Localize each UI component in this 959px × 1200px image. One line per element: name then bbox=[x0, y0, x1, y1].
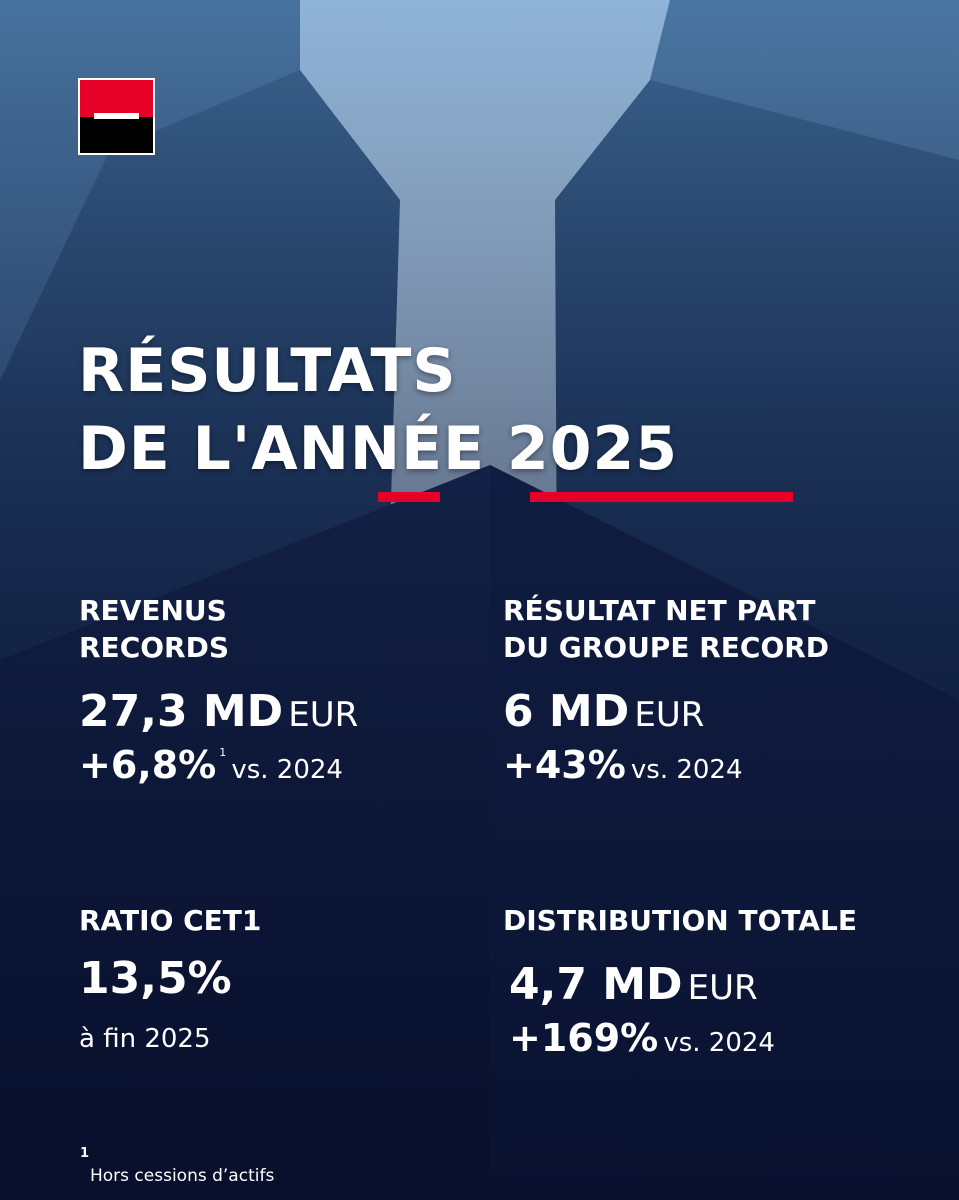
footnote-marker: 1 bbox=[80, 1146, 90, 1161]
stat-change: +169% vs. 2024 bbox=[509, 1016, 857, 1060]
stat: REVENUS RECORDS 27,3 MD EUR +6,8% 1 vs. 2… bbox=[79, 592, 358, 787]
stat-label: RATIO CET1 bbox=[79, 904, 262, 937]
change: +169% bbox=[509, 1016, 659, 1060]
comparison: vs. 2024 bbox=[231, 755, 343, 785]
unit: EUR bbox=[634, 695, 705, 735]
value: 4,7 MD bbox=[509, 959, 683, 1010]
footnote: Hors cessions d’actifs bbox=[90, 1166, 275, 1186]
stat-label: RECORDS bbox=[79, 631, 230, 664]
change: +43% bbox=[503, 743, 626, 787]
stat: RÉSULTAT NET PART DU GROUPE RECORD 6 MD … bbox=[503, 592, 829, 787]
comparison: vs. 2024 bbox=[630, 755, 743, 785]
value: 27,3 MD bbox=[79, 686, 284, 737]
value: 6 MD bbox=[503, 686, 630, 737]
stat-change: +43% vs. 2024 bbox=[503, 743, 829, 787]
stat-label: REVENUS bbox=[79, 594, 227, 627]
stat-label: DISTRIBUTION TOTALE bbox=[503, 904, 857, 937]
stat: DISTRIBUTION TOTALE 4,7 MD EUR +169% vs.… bbox=[503, 902, 857, 1060]
title: RÉSULTATS bbox=[78, 336, 457, 406]
stat: RATIO CET1 13,5% à fin 2025 bbox=[79, 902, 261, 1054]
value: 13,5% bbox=[79, 953, 232, 1004]
stat-label: DU GROUPE RECORD bbox=[503, 631, 830, 664]
title: DE L'ANNÉE 2025 bbox=[78, 414, 678, 484]
change: +6,8% bbox=[79, 743, 217, 787]
stat-value: 6 MD EUR bbox=[503, 686, 829, 737]
stat-value: 27,3 MD EUR bbox=[79, 686, 358, 737]
note: 1 bbox=[219, 746, 227, 759]
unit: EUR bbox=[288, 695, 359, 735]
comparison: à fin 2025 bbox=[79, 1024, 211, 1054]
stat-label: RÉSULTAT NET PART bbox=[503, 594, 816, 627]
unit: EUR bbox=[687, 968, 758, 1008]
stat-value: 4,7 MD EUR bbox=[509, 959, 857, 1010]
stat-change: +6,8% 1 vs. 2024 bbox=[79, 743, 358, 787]
comparison: vs. 2024 bbox=[663, 1028, 775, 1058]
